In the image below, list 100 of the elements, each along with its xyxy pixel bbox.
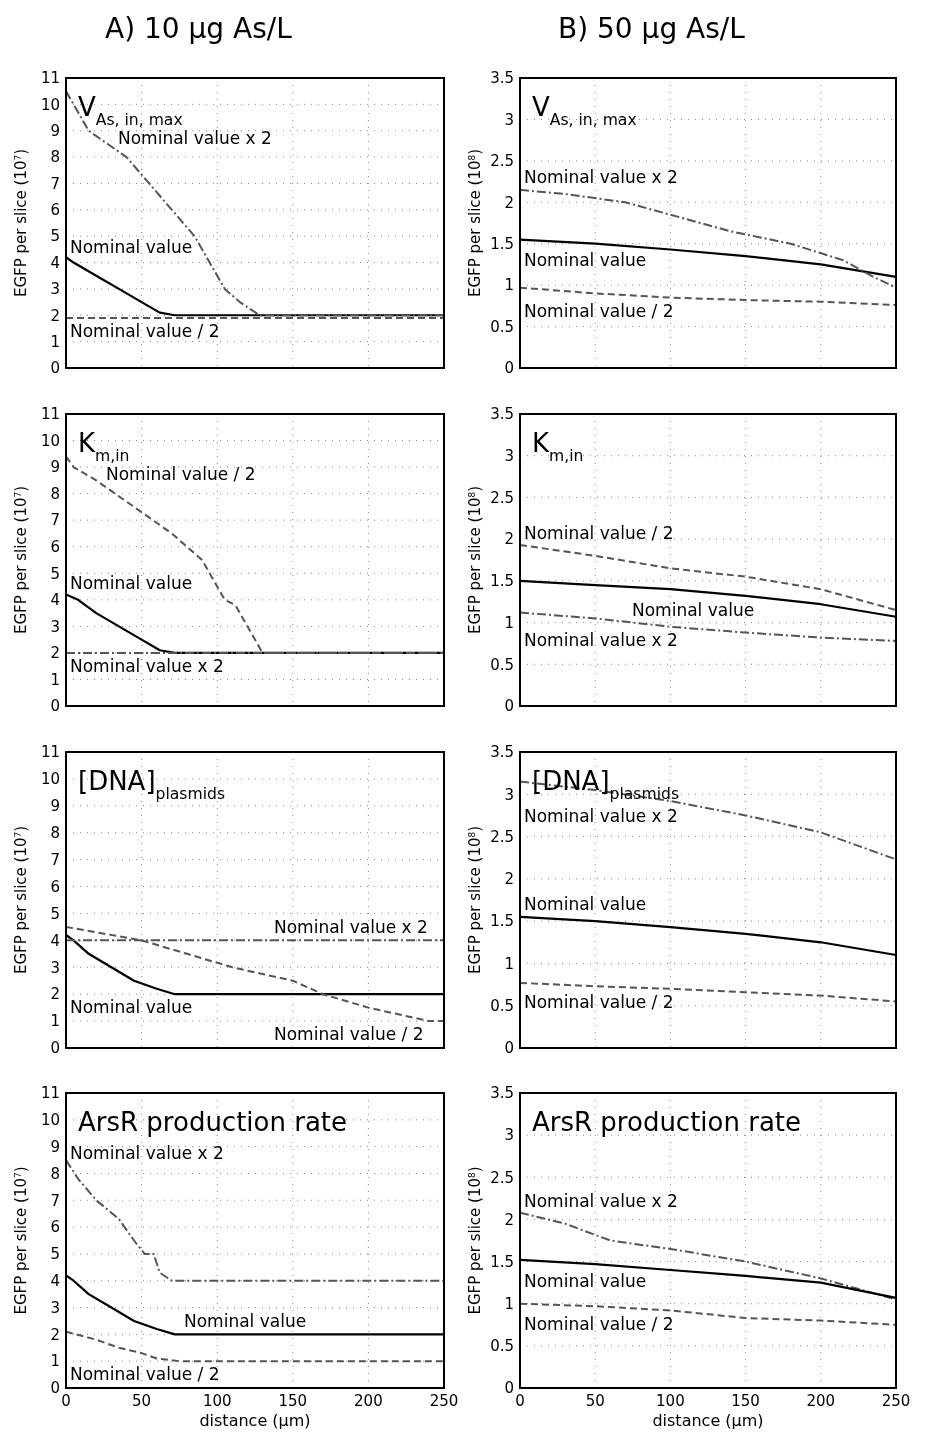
y-tick-label: 1.5: [490, 234, 514, 253]
y-tick-label: 10: [40, 95, 60, 114]
y-tick-label: 4: [50, 931, 60, 950]
y-tick-label: 2.5: [490, 152, 514, 171]
y-tick-label: 6: [50, 537, 60, 556]
y-tick-label: 7: [50, 174, 60, 193]
y-tick-label: 2: [504, 193, 514, 212]
y-tick-label: 0: [50, 1039, 60, 1058]
x-axis-title: distance (µm): [199, 1411, 311, 1430]
series-label: Nominal value / 2: [524, 522, 674, 543]
y-tick-label: 1: [50, 332, 60, 351]
y-tick-label: 3.5: [490, 405, 514, 424]
y-tick-label: 11: [40, 743, 60, 762]
text: K$_{m,in}$: [532, 428, 584, 465]
y-tick-label: 4: [50, 1271, 60, 1290]
x-tick-label: 250: [429, 1392, 459, 1410]
x-tick-label: 150: [278, 1392, 308, 1410]
y-tick-label: 2: [50, 306, 60, 325]
y-tick-label: 7: [50, 1191, 60, 1210]
y-tick-label: 3: [50, 958, 60, 977]
text: V$_{As, in, max}$: [78, 92, 183, 129]
y-tick-label: 10: [40, 1111, 60, 1130]
series-label: Nominal value: [70, 237, 193, 258]
series-label: Nominal value x 2: [524, 805, 678, 826]
series-label: Nominal value x 2: [524, 1190, 678, 1211]
y-tick-label: 2: [504, 1210, 514, 1229]
x-tick-label: 250: [881, 1392, 911, 1410]
series-label: Nominal value x 2: [274, 917, 428, 938]
y-tick-label: 8: [50, 148, 60, 167]
y-tick-label: 3: [504, 1126, 514, 1145]
series-label: Nominal value: [70, 573, 193, 594]
y-tick-label: 1.5: [490, 572, 514, 591]
y-tick-label: 4: [50, 253, 60, 272]
y-tick-label: 0: [50, 1379, 60, 1398]
y-tick-label: 1.5: [490, 1252, 514, 1271]
text: V$_{As, in, max}$: [532, 92, 637, 129]
x-tick-label: 100: [202, 1392, 232, 1410]
text: [DNA]$_{plasmids}$: [532, 766, 680, 803]
y-tick-label: 4: [50, 591, 60, 610]
y-tick-label: 3: [50, 617, 60, 636]
y-tick-label: 6: [50, 877, 60, 896]
x-tick-label: 0: [61, 1392, 71, 1410]
y-tick-label: 5: [50, 564, 60, 583]
y-tick-label: 0: [504, 1379, 514, 1398]
series-label: Nominal value x 2: [524, 167, 678, 188]
series-label: Nominal value / 2: [524, 1314, 674, 1335]
chart-title: A) 10 µg As/L: [105, 12, 293, 45]
y-tick-label: 9: [50, 1137, 60, 1156]
y-tick-label: 2: [50, 985, 60, 1004]
series-label: Nominal value / 2: [106, 464, 256, 485]
y-tick-label: 7: [50, 511, 60, 530]
series-label: Nominal value: [524, 1270, 647, 1291]
y-tick-label: 11: [40, 405, 60, 424]
y-tick-label: 0: [50, 697, 60, 716]
y-tick-label: 0: [504, 1039, 514, 1058]
series-label: Nominal value: [184, 1311, 307, 1332]
y-tick-label: 5: [50, 227, 60, 246]
y-tick-label: 1: [50, 670, 60, 689]
y-tick-label: 6: [50, 201, 60, 220]
y-tick-label: 3.5: [490, 1084, 514, 1103]
x-tick-label: 50: [132, 1392, 152, 1410]
y-tick-label: 8: [50, 484, 60, 503]
y-tick-label: 7: [50, 850, 60, 869]
chart-title: B) 50 µg As/L: [558, 12, 746, 45]
y-tick-label: 2: [50, 1325, 60, 1344]
x-tick-label: 100: [656, 1392, 685, 1410]
series-label: Nominal value: [70, 997, 193, 1018]
y-tick-label: 1: [50, 1012, 60, 1031]
x-tick-label: 150: [731, 1392, 760, 1410]
y-tick-label: 2.5: [490, 1168, 514, 1187]
text: ArsR production rate: [532, 1107, 802, 1137]
y-tick-label: 2: [504, 530, 514, 549]
y-tick-label: 1: [504, 613, 514, 632]
y-tick-label: 0.5: [490, 317, 514, 336]
y-tick-label: 2: [50, 644, 60, 663]
y-tick-label: 3.5: [490, 69, 514, 88]
y-tick-label: 1: [504, 1294, 514, 1313]
y-tick-label: 9: [50, 797, 60, 816]
y-tick-label: 9: [50, 121, 60, 140]
text: ArsR production rate: [78, 1107, 348, 1137]
y-tick-label: 9: [50, 458, 60, 477]
series-label: Nominal value x 2: [118, 128, 272, 149]
y-tick-label: 1: [504, 276, 514, 295]
y-tick-label: 0: [50, 359, 60, 378]
y-tick-label: 0: [504, 359, 514, 378]
y-tick-label: 6: [50, 1218, 60, 1237]
series-label: Nominal value x 2: [70, 1143, 224, 1164]
y-tick-label: 2.5: [490, 488, 514, 507]
y-tick-label: 3: [50, 280, 60, 299]
y-tick-label: 2.5: [490, 827, 514, 846]
y-tick-label: 3.5: [490, 743, 514, 762]
series-label: Nominal value / 2: [524, 300, 674, 321]
x-tick-label: 0: [515, 1392, 525, 1410]
text: K$_{m,in}$: [78, 428, 130, 465]
y-tick-label: 3: [504, 785, 514, 804]
series-label: Nominal value x 2: [524, 630, 678, 651]
series-label: Nominal value x 2: [70, 655, 224, 676]
x-axis-title: distance (µm): [652, 1411, 764, 1430]
series-label: Nominal value / 2: [274, 1024, 424, 1045]
y-tick-label: 3: [50, 1298, 60, 1317]
